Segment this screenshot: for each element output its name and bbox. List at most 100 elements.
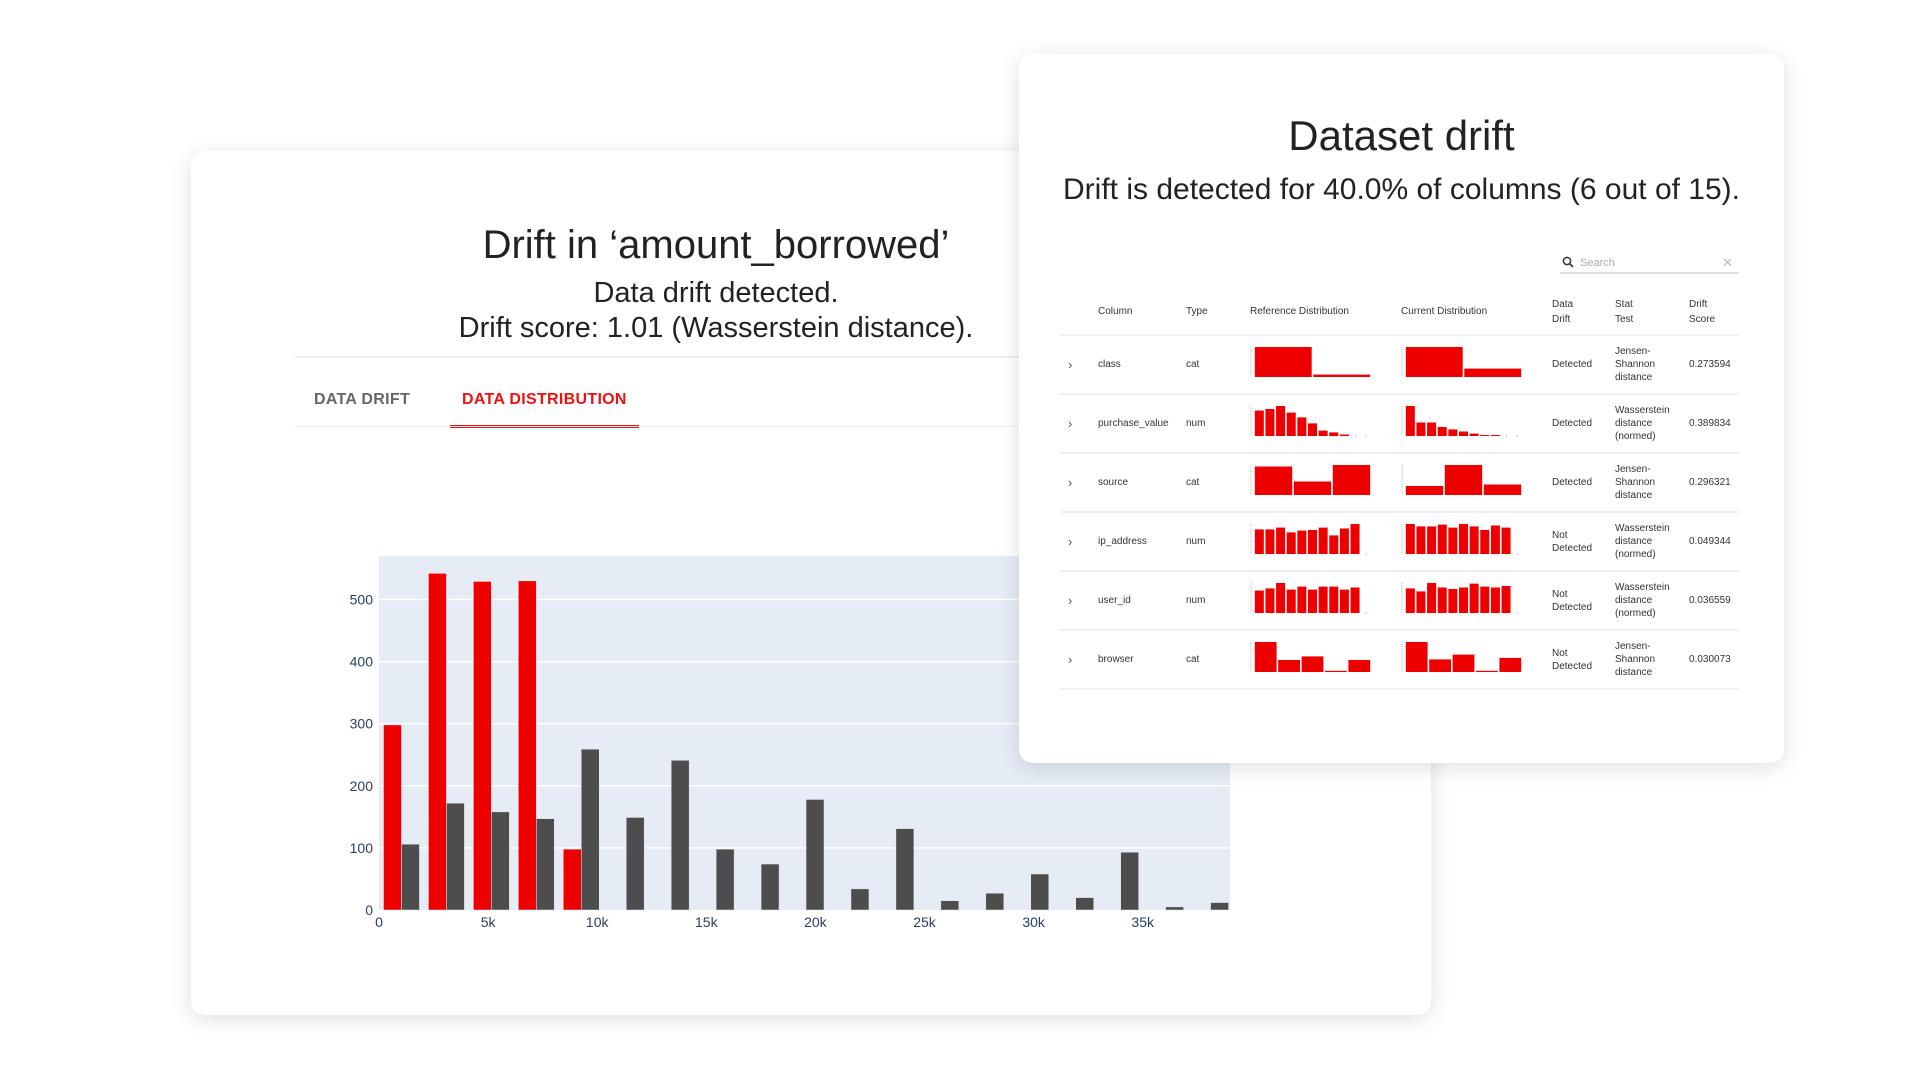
table-row[interactable]: › purchase_value num Detected Wasserstei… — [1060, 394, 1739, 454]
mini-bar — [1313, 374, 1371, 377]
table-row[interactable]: › source cat Detected Jensen- Shannon dist… — [1060, 453, 1739, 513]
cell-current-distribution — [1401, 453, 1552, 513]
mini-bar — [1301, 655, 1324, 672]
x-tick-label: 5k — [481, 914, 497, 930]
drift-text: Detected — [1552, 359, 1593, 370]
mini-bar — [1444, 464, 1483, 495]
mini-bar — [1307, 529, 1318, 554]
histogram-bar — [850, 888, 870, 911]
cell-stat-test: Jensen- Shannon distance — [1615, 453, 1689, 513]
expand-chevron-icon[interactable]: › — [1060, 571, 1098, 631]
table-row[interactable]: › user_id num Not Detected Wasserstein dis… — [1060, 571, 1739, 631]
cell-stat-test: Wasserstein distance (normed) — [1615, 512, 1689, 572]
tab-bar-divider — [295, 426, 1195, 427]
drift-text: Not — [1552, 647, 1568, 659]
expand-chevron-icon[interactable]: › — [1060, 335, 1098, 395]
mini-bar — [1329, 534, 1339, 554]
header-type[interactable]: Type — [1186, 289, 1250, 336]
histogram-bar — [383, 724, 402, 911]
cell-type: num — [1186, 571, 1250, 631]
header-data-drift[interactable]: Data Drift — [1552, 289, 1615, 336]
expand-chevron-icon[interactable]: › — [1060, 394, 1098, 454]
mini-bar — [1339, 434, 1349, 436]
histogram-bar — [1030, 873, 1050, 911]
mini-bar — [1448, 428, 1458, 436]
y-tick-label: 400 — [350, 654, 374, 670]
stat-text: distance — [1615, 490, 1653, 501]
table-header: Column Type Reference Distribution Curre… — [1060, 289, 1739, 336]
drift-text: Detected — [1552, 542, 1593, 554]
cell-stat-test: Jensen- Shannon distance — [1615, 335, 1689, 395]
cell-current-distribution — [1401, 571, 1552, 631]
mini-bar — [1265, 408, 1275, 436]
expand-chevron-icon[interactable]: › — [1060, 453, 1098, 513]
mini-histogram — [1250, 641, 1371, 672]
search-icon — [1562, 256, 1574, 268]
expand-chevron-icon[interactable]: › — [1060, 630, 1098, 690]
mini-bar — [1318, 586, 1328, 613]
mini-bar — [1448, 527, 1458, 554]
mini-bar — [1490, 525, 1500, 554]
mini-histogram — [1401, 523, 1518, 554]
tab-data-drift[interactable]: DATA DRIFT — [314, 391, 411, 408]
header-drift-score[interactable]: Drift Score — [1689, 289, 1739, 336]
stat-text: distance — [1615, 372, 1653, 383]
mini-histogram — [1250, 405, 1367, 436]
mini-bar — [1297, 530, 1307, 554]
stat-text: (normed) — [1615, 608, 1656, 619]
stat-text: distance — [1615, 667, 1653, 678]
drift-text: Detected — [1552, 477, 1593, 488]
expand-chevron-icon[interactable]: › — [1060, 512, 1098, 572]
drift-status: Data drift detected. — [593, 277, 839, 309]
mini-bar — [1458, 587, 1469, 613]
mini-bar — [1429, 658, 1451, 672]
cell-drift-score: 0.030073 — [1689, 630, 1739, 690]
y-tick-label: 200 — [350, 778, 374, 794]
mini-bar — [1490, 434, 1500, 436]
mini-bar — [1307, 589, 1318, 613]
histogram-bar — [1165, 906, 1184, 911]
mini-bar — [1265, 528, 1275, 554]
mini-bar — [1516, 553, 1518, 554]
cell-column: class — [1098, 335, 1186, 395]
mini-bar — [1405, 405, 1415, 436]
cell-column: browser — [1098, 630, 1186, 690]
table-row[interactable]: › ip_address num Not Detected Wasserstein… — [1060, 512, 1739, 572]
cell-data-drift: Detected — [1552, 453, 1615, 513]
header-stat-test[interactable]: Stat Test — [1615, 289, 1689, 336]
mini-histogram — [1250, 523, 1367, 554]
cell-reference-distribution — [1250, 394, 1401, 454]
mini-bar — [1276, 582, 1286, 613]
search-input[interactable] — [1580, 257, 1710, 269]
table-row[interactable]: › browser cat Not Detected Jensen- Shannon… — [1060, 630, 1739, 690]
cell-current-distribution — [1401, 394, 1552, 454]
drift-score: Drift score: 1.01 (Wasserstein distance)… — [458, 312, 974, 344]
cell-drift-score: 0.049344 — [1689, 512, 1739, 572]
mini-bar — [1464, 368, 1522, 377]
mini-histogram — [1250, 582, 1367, 613]
mini-histogram — [1401, 405, 1518, 436]
mini-bar — [1293, 481, 1332, 495]
header-column[interactable]: Column — [1098, 289, 1186, 336]
mini-histogram — [1401, 346, 1522, 377]
stat-text: Shannon — [1615, 359, 1656, 370]
close-icon[interactable]: ✕ — [1722, 255, 1733, 270]
x-tick-label: 15k — [695, 914, 719, 930]
mini-bar — [1318, 430, 1328, 436]
header-text: Score — [1689, 313, 1716, 325]
x-tick-label: 25k — [913, 914, 937, 930]
cell-column: purchase_value — [1098, 394, 1186, 454]
histogram-bar — [715, 848, 735, 911]
histogram-bar — [401, 843, 420, 911]
cell-type: cat — [1186, 630, 1250, 690]
mini-bar — [1286, 412, 1296, 436]
mini-bar — [1254, 410, 1264, 436]
table-row[interactable]: › class cat Detected Jensen- Shannon dista… — [1060, 335, 1739, 395]
mini-bar — [1458, 523, 1469, 554]
stat-text: Wasserstein — [1615, 405, 1670, 416]
stat-text: distance — [1615, 418, 1653, 429]
mini-histogram — [1401, 582, 1518, 613]
histogram-bar — [473, 581, 492, 911]
stat-text: distance — [1615, 595, 1653, 606]
cell-data-drift: Detected — [1552, 335, 1615, 395]
